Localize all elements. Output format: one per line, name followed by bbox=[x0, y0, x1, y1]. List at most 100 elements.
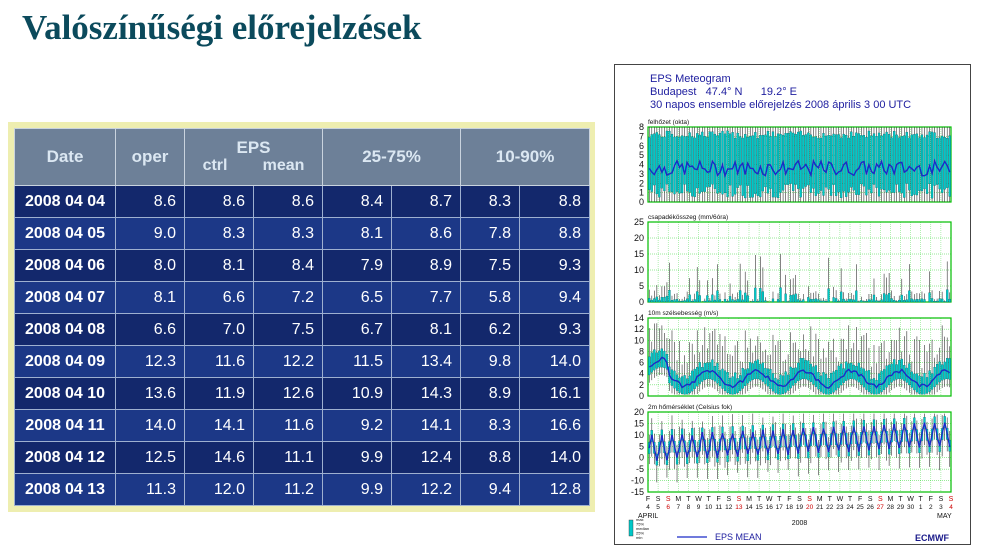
box-mark bbox=[726, 450, 729, 463]
cell-oper: 8.1 bbox=[115, 281, 185, 314]
box-mark bbox=[650, 352, 653, 373]
cell-oper: 12.5 bbox=[115, 441, 185, 474]
box-mark bbox=[935, 300, 939, 303]
x-weekday-label: T bbox=[777, 496, 782, 503]
box-mark bbox=[850, 131, 853, 188]
cell-date: 2008 04 07 bbox=[14, 281, 116, 314]
x-weekday-label: S bbox=[868, 496, 873, 503]
box-mark bbox=[713, 299, 717, 303]
box-mark bbox=[792, 294, 795, 303]
x-day-label: 5 bbox=[656, 504, 660, 511]
box-mark bbox=[807, 132, 810, 186]
box-mark bbox=[751, 425, 754, 437]
x-weekday-label: S bbox=[878, 496, 883, 503]
box-mark bbox=[920, 134, 924, 192]
box-mark bbox=[941, 298, 944, 303]
cell-p90: 9.4 bbox=[519, 281, 591, 314]
meteogram-title: EPS Meteogram bbox=[650, 73, 731, 85]
box-mark bbox=[774, 377, 777, 394]
box-mark bbox=[731, 132, 734, 197]
cell-date: 2008 04 12 bbox=[14, 441, 116, 474]
eps-mean-line bbox=[648, 158, 951, 178]
x-weekday-label: T bbox=[898, 496, 903, 503]
box-mark bbox=[789, 295, 792, 303]
x-weekday-label: T bbox=[757, 496, 762, 503]
box-mark bbox=[895, 134, 898, 185]
box-mark bbox=[779, 134, 782, 193]
box-mark bbox=[708, 131, 711, 187]
box-mark bbox=[824, 135, 828, 188]
box-mark bbox=[665, 130, 669, 185]
box-mark bbox=[908, 363, 911, 386]
year-label: 2008 bbox=[792, 520, 808, 527]
header-25-75: 25-75% bbox=[322, 128, 462, 186]
x-day-label: 20 bbox=[806, 504, 814, 511]
x-weekday-label: T bbox=[706, 496, 711, 503]
y-tick-label: 5 bbox=[639, 150, 644, 160]
box-mark bbox=[739, 290, 742, 303]
cell-date: 2008 04 06 bbox=[14, 249, 116, 282]
box-mark bbox=[675, 299, 679, 303]
box-mark bbox=[882, 419, 886, 431]
x-weekday-label: T bbox=[919, 496, 924, 503]
x-day-label: 28 bbox=[887, 504, 895, 511]
box-mark bbox=[734, 300, 737, 303]
box-mark bbox=[655, 132, 658, 195]
box-mark bbox=[857, 301, 860, 303]
box-mark bbox=[703, 136, 706, 192]
cell-oper: 8.0 bbox=[115, 249, 185, 282]
box-mark bbox=[930, 298, 934, 303]
table-row: 2008 04 07 8.1 6.6 7.2 6.5 7.7 5.8 9.4 bbox=[14, 281, 591, 314]
box-mark bbox=[918, 299, 921, 303]
box-mark bbox=[776, 133, 780, 198]
cell-p90: 14.0 bbox=[519, 441, 591, 474]
box-mark bbox=[779, 287, 782, 303]
x-day-label: 11 bbox=[715, 504, 722, 511]
x-day-label: 2 bbox=[929, 504, 933, 511]
panel-label: 10m szélsebesség (m/s) bbox=[648, 310, 718, 317]
cell-date: 2008 04 04 bbox=[14, 185, 116, 218]
box-mark bbox=[787, 301, 790, 303]
ecmwf-logo: ECMWF bbox=[915, 533, 949, 543]
box-mark bbox=[829, 373, 833, 394]
x-weekday-label: W bbox=[766, 496, 773, 503]
box-mark bbox=[845, 300, 848, 303]
box-mark bbox=[870, 379, 873, 394]
x-weekday-label: F bbox=[787, 496, 791, 503]
legend-line-label: EPS MEAN bbox=[715, 532, 762, 542]
box-mark bbox=[759, 288, 762, 303]
box-mark bbox=[713, 133, 717, 189]
cell-date: 2008 04 13 bbox=[14, 473, 116, 506]
x-day-label: 21 bbox=[816, 504, 824, 511]
month-label: MAY bbox=[937, 513, 952, 520]
table-row: 2008 04 12 12.5 14.6 11.1 9.9 12.4 8.8 14.0 bbox=[14, 441, 591, 474]
x-weekday-label: M bbox=[817, 496, 823, 503]
box-mark bbox=[890, 298, 893, 303]
y-tick-label: 5 bbox=[639, 441, 644, 451]
box-mark bbox=[872, 294, 876, 303]
cell-date: 2008 04 11 bbox=[14, 409, 116, 442]
box-mark bbox=[756, 359, 759, 380]
box-mark bbox=[913, 134, 916, 195]
box-mark bbox=[797, 299, 800, 303]
box-mark bbox=[794, 293, 797, 303]
box-mark bbox=[761, 291, 765, 303]
x-day-label: 18 bbox=[786, 504, 794, 511]
box-mark bbox=[663, 297, 666, 303]
y-tick-label: 8 bbox=[639, 346, 644, 356]
box-mark bbox=[723, 370, 727, 392]
box-mark bbox=[880, 299, 883, 303]
y-tick-label: -15 bbox=[631, 487, 644, 497]
box-mark bbox=[860, 135, 863, 185]
box-mark bbox=[852, 136, 855, 191]
x-day-label: 23 bbox=[836, 504, 844, 511]
box-mark bbox=[880, 370, 883, 393]
box-mark bbox=[898, 360, 901, 379]
cell-ctrl: 7.0 bbox=[184, 313, 254, 346]
box-mark bbox=[670, 299, 674, 303]
cell-date: 2008 04 10 bbox=[14, 377, 116, 410]
cell-p90: 16.6 bbox=[519, 409, 591, 442]
cell-mean: 7.2 bbox=[252, 281, 324, 314]
cell-p25: 9.2 bbox=[322, 409, 393, 442]
panel-label: csapadékösszeg (mm/6óra) bbox=[648, 214, 728, 221]
